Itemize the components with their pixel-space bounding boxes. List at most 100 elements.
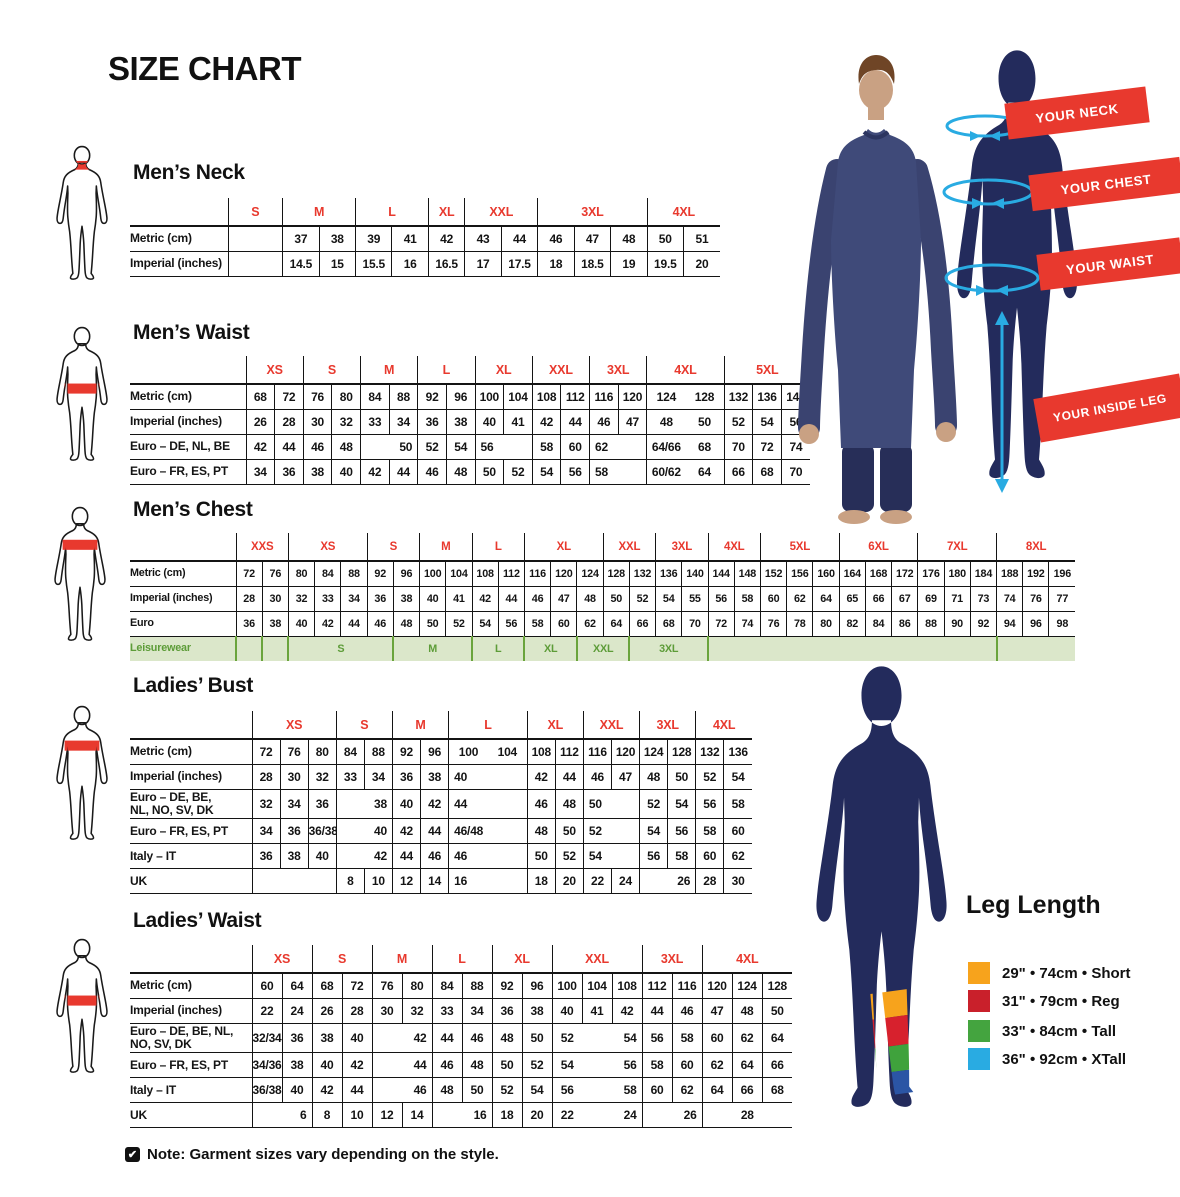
- size-cell: 60: [695, 843, 724, 870]
- size-cell: 52: [417, 434, 447, 460]
- size-cell: 42: [427, 226, 465, 252]
- leg-length-title: Leg Length: [966, 891, 1101, 919]
- size-cell: 52: [695, 764, 724, 790]
- size-cell: XXL: [575, 636, 630, 661]
- size-cell: 66: [864, 586, 892, 612]
- size-cell: 39: [355, 226, 392, 252]
- size-cell: 19: [610, 251, 648, 277]
- size-cell: 136: [752, 384, 782, 410]
- size-cell: 176: [917, 561, 945, 587]
- size-cell: 100: [474, 384, 504, 410]
- size-cell: 58: [695, 818, 724, 845]
- row-label: Metric (cm): [130, 384, 246, 410]
- size-cell: L: [471, 636, 525, 661]
- size-cell: 18: [491, 1102, 523, 1129]
- checkbox-icon: ✔: [125, 1147, 140, 1162]
- size-cell: 30: [302, 409, 332, 435]
- size-cell: 70: [723, 434, 753, 460]
- size-cell: 72: [341, 973, 373, 999]
- size-cell: 28: [235, 586, 263, 612]
- size-cell: 104: [487, 739, 528, 765]
- size-cell: 58: [671, 1023, 703, 1054]
- size-cell: 50: [667, 764, 696, 790]
- size-cell: 46/48: [448, 818, 528, 845]
- row-label: Metric (cm): [130, 226, 228, 252]
- size-group-label: L: [448, 711, 528, 740]
- size-group-label: XL: [474, 356, 533, 385]
- size-cell: [261, 636, 289, 661]
- size-cell: 84: [864, 611, 892, 637]
- size-cell: 3XL: [628, 636, 709, 661]
- size-cell: 120: [701, 973, 733, 999]
- size-cell: 46: [302, 434, 332, 460]
- size-group-label: 4XL: [701, 945, 793, 974]
- size-cell: 164: [838, 561, 866, 587]
- size-cell: 56: [551, 1077, 583, 1104]
- size-group-label: 3XL: [655, 533, 709, 562]
- leg-length-item-short: 29" • 74cm • Short: [968, 962, 1131, 984]
- row-label: Leisurewear: [130, 636, 236, 661]
- size-cell: 44: [274, 434, 304, 460]
- size-cell: 50: [761, 998, 793, 1024]
- size-cell: 54: [471, 611, 499, 637]
- size-cell: 41: [391, 226, 429, 252]
- size-cell: 128: [602, 561, 630, 587]
- size-cell: 80: [331, 384, 361, 410]
- size-cell: 36: [274, 459, 304, 485]
- size-cell: 42: [526, 764, 556, 790]
- size-cell: 34: [245, 459, 275, 485]
- size-cell: 71: [943, 586, 971, 612]
- size-cell: 50: [491, 1052, 523, 1079]
- size-cell: 124: [576, 561, 604, 587]
- size-cell: 132: [695, 739, 724, 765]
- size-group-label: M: [419, 533, 473, 562]
- size-cell: 34: [279, 789, 309, 820]
- size-cell: 54: [582, 1023, 643, 1054]
- size-cell: [227, 226, 283, 252]
- table-row: Euro 36 38 40 42 44 46 48 50 52 54 56 58 60 62 64 66 68 70…: [130, 611, 1076, 637]
- size-cell: 24: [610, 868, 640, 895]
- size-cell: 14: [420, 868, 449, 895]
- size-cell: 128: [685, 384, 725, 410]
- size-cell: 30: [261, 586, 289, 612]
- size-cell: 92: [969, 611, 997, 637]
- row-label: Euro – FR, ES, PT: [130, 459, 246, 485]
- size-cell: 26: [641, 1102, 703, 1129]
- size-cell: XL: [523, 636, 577, 661]
- size-cell: 46: [461, 1023, 493, 1054]
- row-label: Euro – FR, ES, PT: [130, 1052, 252, 1079]
- table-row: Imperial (inches) 26 28 30 32 33 34 36 38 40 41 42 4…: [130, 409, 810, 435]
- photo-man: [798, 55, 957, 524]
- size-cell: 70: [681, 611, 709, 637]
- size-cell: 92: [391, 739, 421, 765]
- reg-label: 31" • 79cm • Reg: [1002, 992, 1120, 1010]
- size-cell: 40: [311, 1052, 342, 1079]
- size-cell: 16: [431, 1102, 493, 1129]
- size-cell: 96: [1022, 611, 1049, 637]
- size-cell: 36: [366, 586, 394, 612]
- size-cell: 76: [302, 384, 332, 410]
- size-cell: 76: [371, 973, 403, 999]
- size-cell: 128: [667, 739, 696, 765]
- corner-cell: [130, 533, 236, 562]
- size-cell: 17: [464, 251, 502, 277]
- mens-neck-table: S M L XL XXL 3XL 4XL Metric (cm) 37 38 39 41 42 43 44 4…: [130, 198, 720, 277]
- size-cell: 46: [537, 226, 575, 252]
- size-cell: 42: [314, 611, 341, 637]
- size-cell: 36: [391, 764, 421, 790]
- size-cell: 50: [474, 459, 504, 485]
- size-cell: 54: [655, 586, 682, 612]
- size-cell: 33: [360, 409, 390, 435]
- row-label: Euro – DE, BE, NL, NO, SV, DK: [130, 1023, 252, 1054]
- size-cell: 28: [341, 998, 373, 1024]
- size-cell: 58: [582, 1077, 643, 1104]
- size-cell: 120: [610, 739, 640, 765]
- size-group-label: 7XL: [917, 533, 997, 562]
- size-cell: 44: [554, 764, 584, 790]
- size-cell: 46: [589, 409, 619, 435]
- size-cell: 72: [235, 561, 263, 587]
- size-cell: 42: [391, 818, 421, 845]
- size-cell: 36: [251, 843, 281, 870]
- size-cell: 54: [723, 764, 752, 790]
- size-group-label: 4XL: [646, 198, 720, 227]
